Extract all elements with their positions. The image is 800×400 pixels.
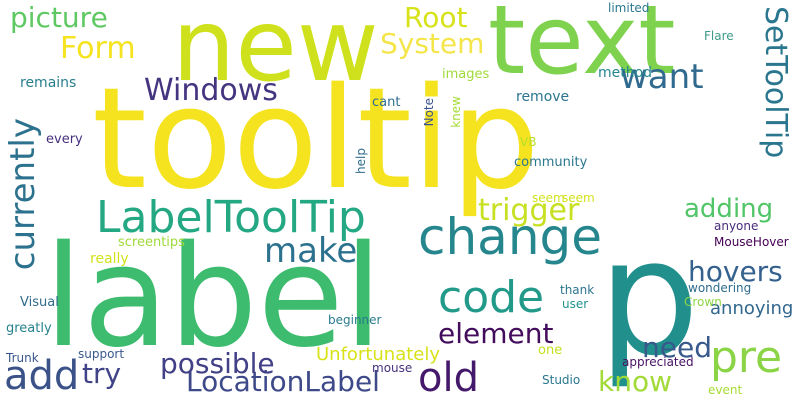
word-pre: pre	[710, 332, 783, 383]
word-crown: Crown	[684, 295, 722, 309]
word-mousehover: MouseHover	[714, 235, 789, 249]
word-labeltooltip: LabelToolTip	[96, 192, 366, 243]
word-need: need	[642, 331, 712, 364]
word-tooltip: tooltip	[92, 58, 540, 221]
word-limited: limited	[608, 1, 650, 15]
word-new: new	[172, 0, 379, 104]
word-picture: picture	[10, 1, 108, 34]
word-visual: Visual	[20, 295, 59, 310]
word-knew: knew	[449, 96, 463, 128]
word-vb: VB	[520, 135, 537, 149]
word-remains: remains	[20, 75, 77, 91]
word-appreciated: appreciated	[622, 355, 694, 369]
word-element: element	[438, 317, 554, 350]
word-adding: adding	[684, 194, 774, 224]
word-seem: seem	[532, 191, 565, 205]
word-help: help	[354, 148, 368, 174]
word-know: know	[598, 365, 672, 398]
word-seem: seem	[562, 191, 595, 205]
word-add: add	[4, 353, 80, 399]
word-unfortunately: Unfortunately	[316, 344, 441, 365]
word-support: support	[78, 347, 125, 361]
word-event: event	[708, 383, 743, 397]
word-trigger: trigger	[478, 193, 580, 228]
word-really: really	[90, 251, 129, 267]
word-old: old	[418, 355, 479, 400]
word-settooltip: SetToolTip	[758, 6, 793, 159]
word-currently: currently	[3, 118, 43, 271]
word-possible: possible	[160, 347, 275, 380]
word-greatly: greatly	[6, 321, 52, 336]
word-trunk: Trunk	[6, 351, 39, 365]
word-wondering: wondering	[688, 281, 752, 295]
word-system: System	[380, 27, 485, 60]
word-anyone: anyone	[714, 219, 759, 233]
word-locationlabel: LocationLabel	[186, 365, 380, 398]
word-form: Form	[60, 31, 136, 66]
word-text: text	[488, 0, 676, 96]
word-windows: Windows	[144, 73, 278, 108]
word-remove: remove	[516, 89, 570, 105]
word-one: one	[538, 343, 563, 358]
word-change: change	[418, 208, 603, 266]
word-hovers: hovers	[688, 255, 783, 288]
word-flare: Flare	[704, 29, 734, 43]
word-make: make	[264, 231, 358, 271]
word-user: user	[562, 297, 589, 311]
word-every: every	[46, 132, 83, 147]
word-code: code	[438, 272, 545, 323]
word-annoying: annoying	[710, 298, 794, 319]
word-studio: Studio	[542, 373, 581, 387]
word-screentips: screentips	[118, 235, 185, 250]
word-images: images	[442, 67, 490, 82]
word-p: p	[598, 204, 700, 391]
word-mouse: mouse	[372, 361, 413, 375]
word-label: label	[44, 216, 383, 379]
word-cant: cant	[372, 95, 401, 110]
word-try: try	[82, 357, 122, 390]
word-want: want	[620, 57, 704, 97]
word-beginner: beginner	[328, 313, 382, 327]
word-thank: thank	[560, 283, 595, 297]
word-note: Note	[422, 98, 436, 127]
word-root: Root	[404, 1, 468, 34]
word-method: method	[598, 65, 653, 81]
word-community: community	[514, 155, 588, 170]
